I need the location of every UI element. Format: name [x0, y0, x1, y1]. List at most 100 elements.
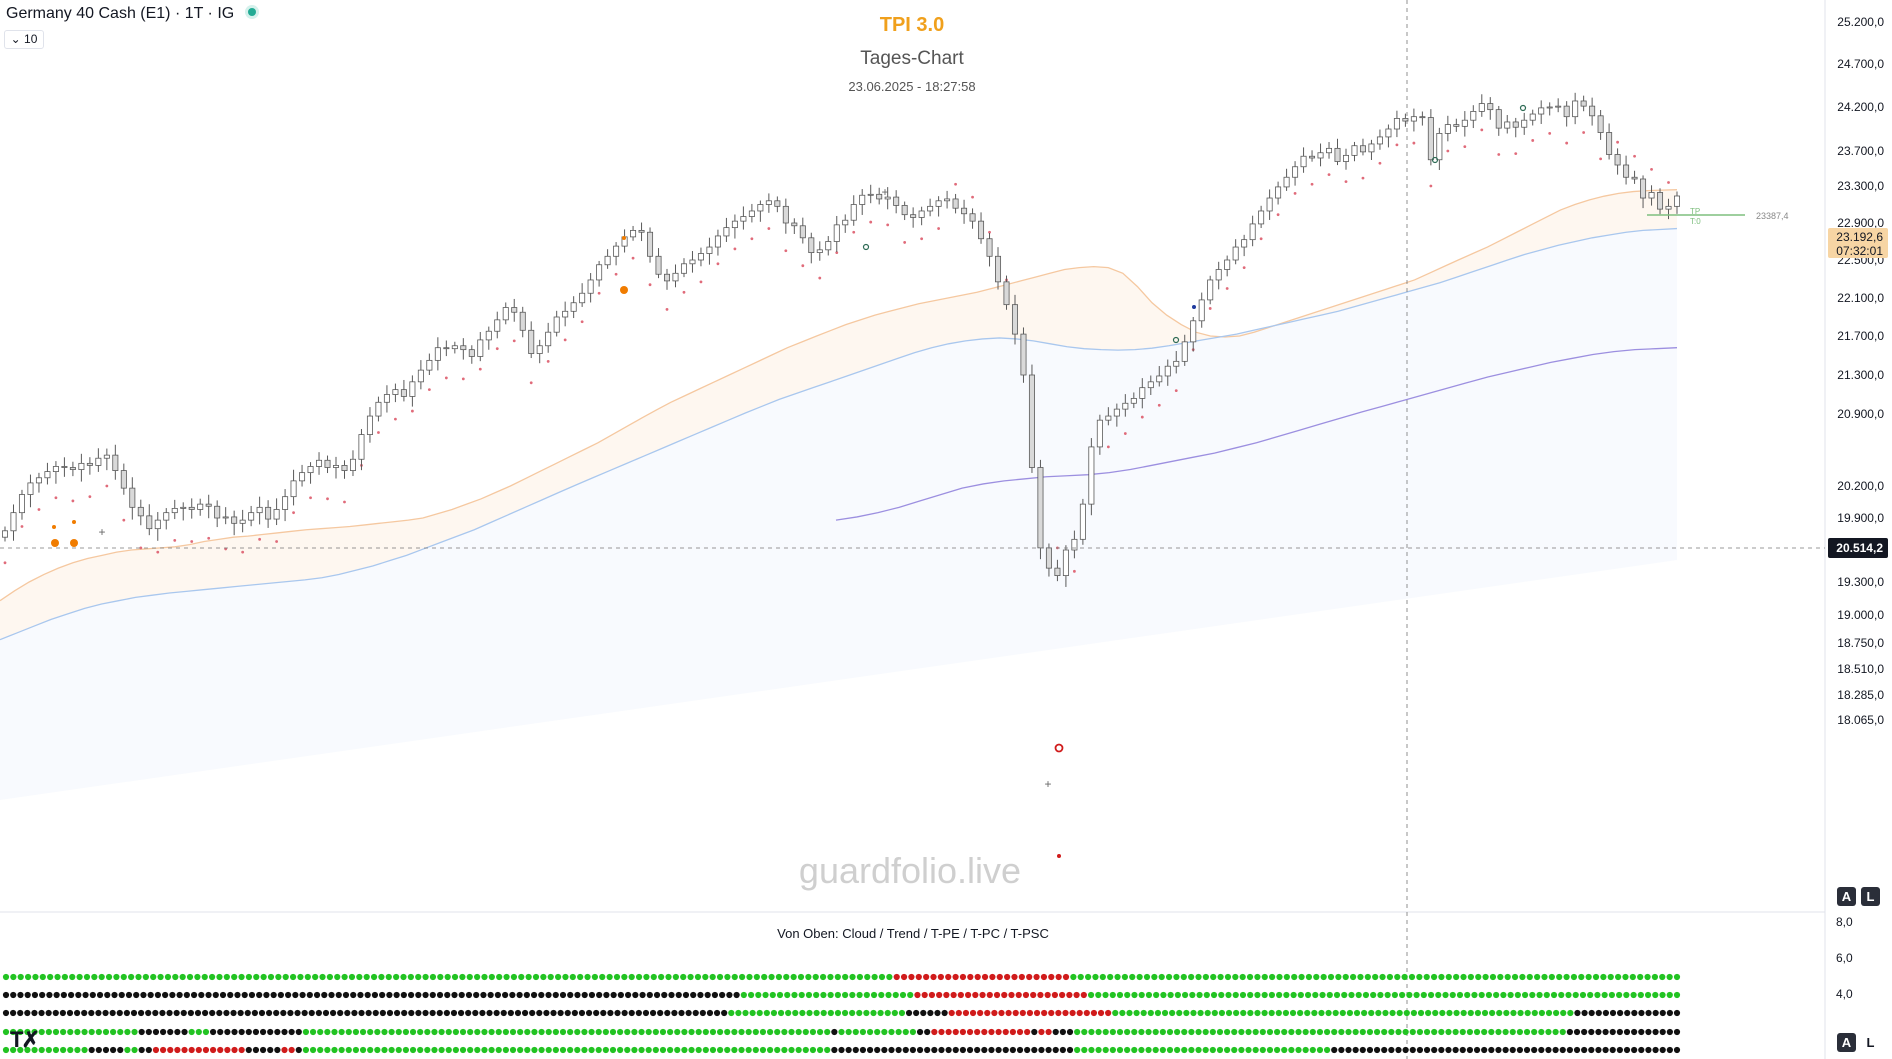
candle-body [1003, 281, 1010, 306]
tpi-dot [652, 1046, 659, 1054]
tpi-dot [930, 973, 937, 981]
tpi-dot [621, 973, 628, 981]
tpi-dot [941, 1009, 948, 1017]
psar-dot [1582, 131, 1586, 134]
tpi-dot [1268, 1009, 1275, 1017]
tpi-dot [324, 1046, 331, 1054]
tpi-dot [38, 1009, 45, 1017]
candle-body [349, 458, 356, 471]
candle-body [451, 345, 458, 350]
tpi-dot [1673, 991, 1681, 999]
tpi-dot [1355, 991, 1362, 999]
tpi-dot [252, 1046, 260, 1054]
candle-body [443, 347, 450, 350]
tpi-dot [1395, 1028, 1402, 1036]
cross-marker: + [881, 185, 888, 199]
tpi-dot [1004, 973, 1011, 981]
tpi-dot [1493, 991, 1500, 999]
tpi-dot [1431, 1046, 1438, 1054]
tpi-dot [1565, 991, 1572, 999]
tpi-dot [639, 991, 646, 999]
chart-separators [0, 0, 1826, 1059]
lower-axis-label: 8,0 [1836, 915, 1853, 929]
tpi-dot [1416, 1046, 1424, 1054]
tpi-dot [67, 1028, 74, 1036]
tpi-dot [645, 1046, 652, 1054]
psar-dot [1242, 266, 1246, 269]
candle-body [417, 369, 424, 383]
candle-body [816, 249, 823, 253]
tpi-dot [288, 1028, 295, 1036]
signal-ring-green [1172, 336, 1180, 344]
tpi-dot [967, 973, 974, 981]
tpi-dot [1595, 1046, 1602, 1054]
tpi-dot [1538, 1009, 1545, 1017]
tpi-dot [1423, 1028, 1431, 1036]
psar-dot [1463, 145, 1467, 149]
tpi-dot [538, 1046, 545, 1054]
psar-dot [818, 276, 822, 280]
tpi-dot [238, 1028, 245, 1036]
lower-auto-scale-button[interactable]: A [1837, 1033, 1856, 1052]
tradingview-logo-icon[interactable]: T✗ [10, 1027, 40, 1052]
symbol-title[interactable]: Germany 40 Cash (E1) · 1T · IG [6, 5, 257, 23]
candle-body [672, 272, 679, 282]
tpi-dot [842, 991, 849, 999]
tpi-dot [1615, 973, 1622, 981]
tpi-dot [173, 1009, 180, 1017]
tpi-dot [1592, 973, 1600, 981]
price-axis[interactable]: 25.200,024.700,024.200,023.700,023.300,0… [1828, 15, 1888, 727]
tpi-dot [402, 1028, 409, 1036]
candle-body [1504, 121, 1511, 129]
psar-dot [1310, 182, 1314, 186]
candle-body [324, 459, 331, 468]
candle-body [706, 246, 713, 254]
candle-body [1470, 111, 1477, 121]
candle-body [825, 241, 832, 251]
tpi-dot [1348, 991, 1355, 999]
log-scale-button[interactable]: L [1861, 887, 1880, 906]
candle-body [163, 512, 170, 521]
tpi-dot [1531, 1028, 1538, 1036]
candle-body [1512, 121, 1519, 128]
tpi-dot [1366, 1028, 1374, 1036]
candle-body [978, 220, 985, 240]
tpi-dot [1174, 991, 1181, 999]
tpi-dot [152, 1009, 159, 1017]
psar-dot [88, 495, 92, 499]
candle-body [1614, 154, 1621, 166]
tpi-dot [1016, 1046, 1024, 1054]
tpi-dot [864, 973, 871, 981]
tpi-dot [1500, 991, 1507, 999]
tpi-dot [1423, 973, 1430, 981]
candle-body [740, 216, 747, 222]
tpi-dot [852, 1046, 859, 1054]
tpi-dot [81, 1046, 88, 1054]
candle-body [205, 503, 212, 507]
auto-scale-button[interactable]: A [1837, 887, 1856, 906]
tpi-dot [401, 1009, 408, 1017]
tpi-dot [552, 1028, 559, 1036]
tpi-dot [1467, 973, 1474, 981]
tpi-dot [1140, 1009, 1147, 1017]
candle-body [884, 196, 891, 200]
tpi-dot [147, 991, 154, 999]
tpi-dot [1309, 1046, 1316, 1054]
tpi-dot [824, 1046, 831, 1054]
tpi-dot [1523, 1046, 1531, 1054]
tpi-dot [1216, 1028, 1224, 1036]
signal-ring-green [1431, 156, 1439, 164]
tpi-dot [313, 991, 321, 999]
tpi-dot [1659, 973, 1666, 981]
indicator-collapse-button[interactable]: ⌄ 10 [4, 30, 44, 49]
tpi-dot [1216, 1046, 1224, 1054]
tpi-dot [1559, 1028, 1566, 1036]
tpi-dot [400, 991, 407, 999]
tpi-dot [769, 991, 776, 999]
tpi-dot [674, 1028, 681, 1036]
lower-log-scale-button[interactable]: L [1861, 1033, 1880, 1052]
tpi-dot [301, 1009, 308, 1017]
tpi-dot [884, 1009, 891, 1017]
tpi-dot [1326, 991, 1333, 999]
